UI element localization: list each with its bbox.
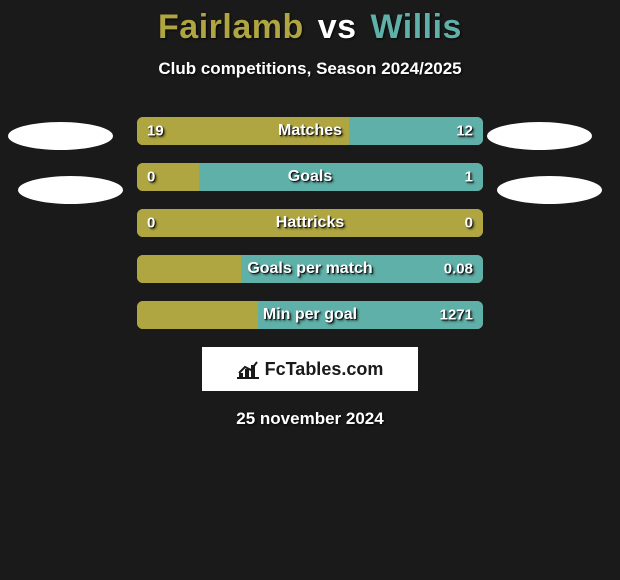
- comparison-title: Fairlamb vs Willis: [0, 0, 620, 47]
- player1-name: Fairlamb: [158, 8, 304, 46]
- team-badge: [8, 122, 113, 150]
- stat-row: Min per goal 1271: [137, 301, 483, 329]
- stat-row: 0 Hattricks 0: [137, 209, 483, 237]
- stat-value-right: 0.08: [444, 261, 473, 278]
- stat-value-left: 0: [147, 215, 155, 232]
- stat-value-right: 0: [465, 215, 473, 232]
- stat-value-right: 1271: [440, 307, 473, 324]
- stat-label: Goals per match: [247, 260, 372, 278]
- stat-row: 0 Goals 1: [137, 163, 483, 191]
- team-badge: [497, 176, 602, 204]
- stat-label: Min per goal: [263, 306, 357, 324]
- team-badge: [487, 122, 592, 150]
- stat-fill-right: [199, 163, 483, 191]
- branding-box: FcTables.com: [202, 347, 418, 391]
- stat-label: Matches: [278, 122, 342, 140]
- stat-row: 19 Matches 12: [137, 117, 483, 145]
- vs-text: vs: [318, 8, 357, 46]
- stat-value-right: 1: [465, 169, 473, 186]
- stat-fill-left: [137, 255, 241, 283]
- player2-name: Willis: [370, 8, 462, 46]
- stat-value-right: 12: [456, 123, 473, 140]
- stat-label: Goals: [288, 168, 332, 186]
- stat-value-left: 19: [147, 123, 164, 140]
- team-badge: [18, 176, 123, 204]
- subtitle: Club competitions, Season 2024/2025: [0, 59, 620, 79]
- stat-row: Goals per match 0.08: [137, 255, 483, 283]
- fctables-logo-icon: [237, 359, 259, 379]
- stat-label: Hattricks: [276, 214, 344, 232]
- stat-fill-left: [137, 301, 258, 329]
- stat-value-left: 0: [147, 169, 155, 186]
- date-text: 25 november 2024: [0, 409, 620, 429]
- branding-text: FcTables.com: [265, 359, 384, 380]
